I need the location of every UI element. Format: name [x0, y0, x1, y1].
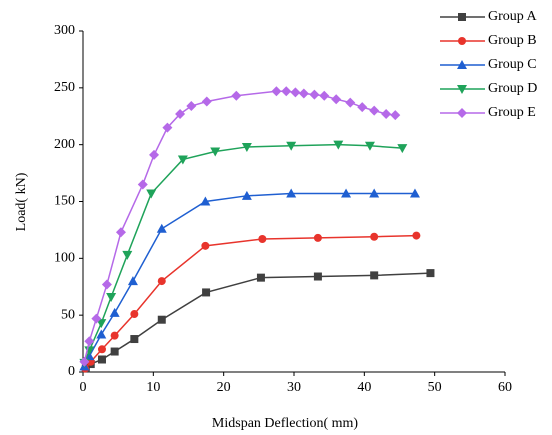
- data-point: [345, 97, 356, 108]
- data-point: [364, 141, 375, 151]
- data-point: [319, 90, 330, 101]
- data-point: [412, 231, 421, 240]
- data-point: [157, 315, 166, 324]
- x-axis-label: Midspan Deflection( mm): [212, 416, 359, 431]
- data-point: [186, 101, 197, 112]
- data-point: [110, 331, 119, 340]
- data-point: [149, 149, 160, 160]
- data-point: [110, 347, 119, 356]
- data-point: [130, 335, 139, 344]
- data-point: [256, 273, 265, 282]
- series-line: [85, 272, 431, 370]
- data-point: [369, 105, 380, 116]
- legend-label: Group C: [488, 57, 537, 72]
- data-point: [241, 142, 252, 152]
- data-point: [115, 227, 126, 238]
- data-point: [79, 356, 90, 367]
- data-point: [175, 108, 186, 119]
- data-point: [409, 188, 420, 198]
- data-point: [370, 232, 379, 241]
- legend-label: Group E: [488, 105, 536, 120]
- legend-label: Group D: [488, 81, 537, 96]
- data-point: [137, 179, 148, 190]
- y-tick-label: 300: [54, 23, 75, 38]
- data-point: [290, 87, 301, 98]
- data-point: [426, 269, 435, 278]
- data-point: [286, 141, 297, 151]
- x-tick-label: 40: [357, 380, 371, 395]
- data-point: [96, 319, 107, 329]
- data-point: [241, 190, 252, 200]
- data-point: [130, 310, 139, 319]
- data-point: [370, 271, 379, 280]
- y-tick-label: 250: [54, 80, 75, 95]
- data-point: [333, 140, 344, 150]
- data-point: [101, 279, 112, 290]
- series-line: [83, 143, 403, 364]
- data-point: [210, 147, 221, 157]
- data-point: [146, 189, 157, 199]
- data-point: [122, 250, 133, 260]
- data-point: [331, 94, 342, 105]
- y-axis-label: Load( kN): [14, 172, 29, 231]
- data-point: [313, 272, 322, 281]
- legend-marker: [458, 13, 466, 21]
- data-point: [200, 196, 211, 206]
- data-point: [258, 235, 267, 244]
- data-point: [97, 355, 106, 364]
- data-point: [309, 89, 320, 100]
- legend-label: Group B: [488, 33, 537, 48]
- data-point: [109, 307, 120, 317]
- data-point: [156, 223, 167, 233]
- x-tick-label: 50: [428, 380, 442, 395]
- legend-marker: [458, 37, 466, 45]
- data-point: [202, 288, 211, 297]
- y-tick-label: 150: [54, 194, 75, 209]
- x-tick-label: 30: [287, 380, 301, 395]
- data-point: [286, 188, 297, 198]
- series-line: [84, 234, 417, 370]
- data-point: [369, 188, 380, 198]
- y-tick-label: 200: [54, 137, 75, 152]
- data-point: [341, 188, 352, 198]
- series-line: [83, 90, 396, 362]
- data-point: [298, 88, 309, 99]
- data-point: [201, 241, 210, 250]
- legend-marker: [457, 108, 467, 118]
- legend-marker: [457, 60, 467, 69]
- data-point: [96, 329, 107, 339]
- data-point: [97, 345, 106, 354]
- data-point: [390, 110, 401, 121]
- legend-label: Group A: [488, 9, 538, 24]
- data-point: [177, 155, 188, 165]
- data-point: [231, 90, 242, 101]
- data-point: [357, 102, 368, 113]
- data-point: [162, 122, 173, 133]
- data-point: [91, 313, 102, 324]
- y-tick-label: 50: [61, 307, 75, 322]
- data-point: [157, 277, 166, 286]
- data-point: [106, 292, 117, 302]
- x-tick-label: 0: [80, 380, 87, 395]
- data-point: [271, 86, 282, 97]
- data-point: [127, 276, 138, 286]
- x-tick-label: 20: [217, 380, 231, 395]
- legend-marker: [457, 85, 467, 94]
- data-point: [281, 86, 292, 97]
- x-tick-label: 60: [498, 380, 512, 395]
- data-point: [397, 144, 408, 154]
- data-point: [84, 336, 95, 347]
- data-point: [201, 96, 212, 107]
- x-tick-label: 10: [146, 380, 160, 395]
- data-point: [313, 233, 322, 242]
- y-tick-label: 100: [54, 251, 75, 266]
- data-point: [381, 108, 392, 119]
- y-tick-label: 0: [68, 364, 75, 379]
